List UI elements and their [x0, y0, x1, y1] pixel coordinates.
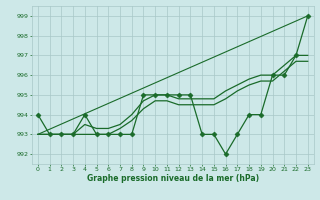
X-axis label: Graphe pression niveau de la mer (hPa): Graphe pression niveau de la mer (hPa)	[87, 174, 259, 183]
